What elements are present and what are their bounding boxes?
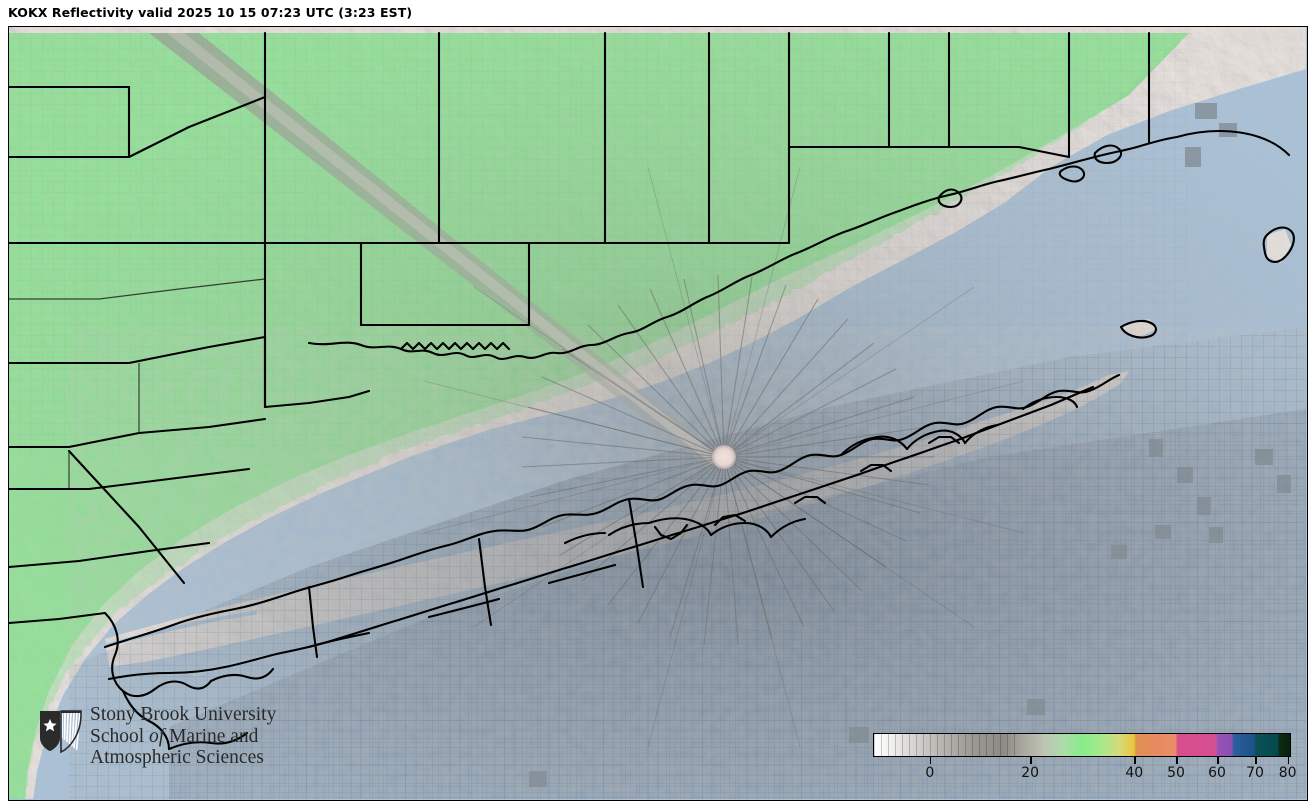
colorbar-tick-mark — [1176, 757, 1178, 764]
radar-map-canvas — [9, 27, 1306, 799]
colorbar-tick-mark — [1217, 757, 1219, 764]
radar-map-frame — [8, 26, 1308, 801]
colorbar-tick-label: 60 — [1208, 765, 1226, 781]
colorbar-tick-label: 70 — [1246, 765, 1264, 781]
reflectivity-ocean-echo — [69, 327, 1306, 799]
colorbar-tick-mark — [1030, 757, 1032, 764]
colorbar-tick-label: 0 — [925, 765, 935, 781]
radar-site-marker — [712, 445, 736, 469]
radar-radial-spokes-fine — [423, 166, 1025, 748]
reflectivity-colorbar — [873, 733, 1291, 757]
colorbar-tick-mark — [1134, 757, 1136, 764]
colorbar-tick-label: 20 — [1021, 765, 1040, 781]
beam-blockage-spoke — [149, 33, 724, 469]
radar-radial-spokes — [521, 274, 934, 646]
colorbar-tick-mark — [1287, 757, 1290, 764]
colorbar-gradient — [874, 734, 1290, 756]
page-title: KOKX Reflectivity valid 2025 10 15 07:23… — [8, 5, 413, 20]
colorbar-tick-label: 40 — [1125, 765, 1144, 781]
colorbar-tick-mark — [1255, 757, 1257, 764]
colorbar-tick-mark — [929, 757, 932, 764]
colorbar-low-bin-stripes — [874, 734, 1016, 756]
colorbar-ticks: 0 20 40 50 60 70 80 — [873, 757, 1297, 793]
map-boundaries-thin — [9, 278, 266, 489]
isolated-echo-bins — [529, 103, 1291, 787]
map-boundaries — [9, 31, 1295, 751]
colorbar-tick-label: 80 — [1278, 765, 1297, 781]
colorbar-tick-label: 50 — [1167, 765, 1185, 781]
reflectivity-colorbar-group: 0 20 40 50 60 70 80 — [873, 733, 1297, 793]
